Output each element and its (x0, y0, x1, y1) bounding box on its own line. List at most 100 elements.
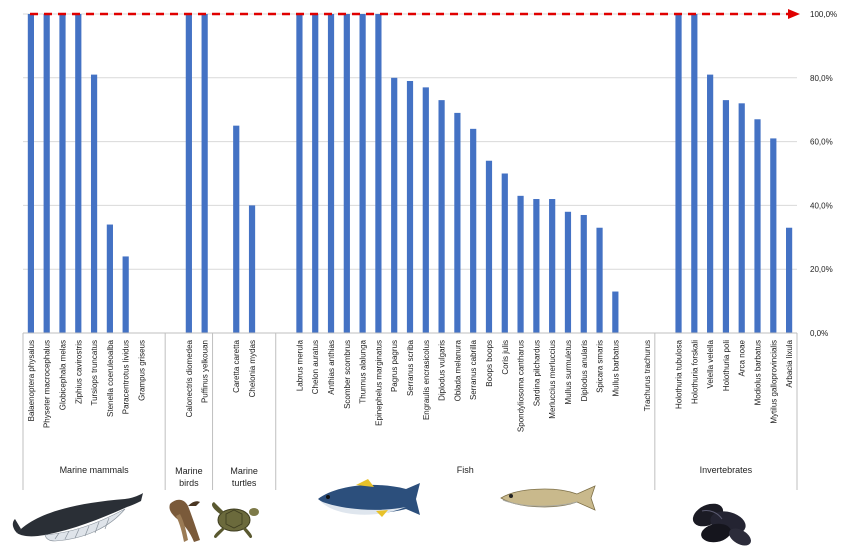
y-tick-label: 40,0% (810, 201, 833, 210)
category-label: Scomber scombrus (343, 340, 352, 409)
category-label: Epinephelus marginatus (374, 340, 383, 426)
bar (75, 14, 82, 333)
group-label: turtles (232, 478, 257, 488)
group-label: birds (179, 478, 199, 488)
group-label: Invertebrates (700, 465, 753, 475)
group-label: Marine mammals (60, 465, 130, 475)
category-label: Anthias anthias (327, 340, 336, 395)
category-label: Trachurus trachurus (643, 340, 652, 411)
bar (185, 14, 192, 333)
bar (786, 227, 793, 333)
category-label: Mullus barbatus (611, 340, 620, 396)
y-tick-label: 100,0% (810, 10, 837, 19)
bars (27, 14, 793, 334)
whale-icon (12, 493, 143, 542)
bar (312, 14, 319, 333)
category-label: Globicephala melas (58, 340, 67, 410)
category-label: Tursiops truncatus (90, 340, 99, 406)
bar (675, 14, 682, 333)
bar (375, 14, 382, 333)
bar (296, 14, 303, 333)
category-label: Coris julis (501, 340, 510, 375)
category-label: Holothuria poli (722, 340, 731, 391)
bar (549, 199, 556, 333)
bar (454, 112, 461, 333)
seabird-icon (169, 499, 200, 542)
bar (501, 173, 508, 333)
category-labels: Balaenoptera physalus Physeter macrocepha… (27, 339, 794, 432)
category-label: Engraulis encrasicolus (422, 340, 431, 420)
bar (233, 125, 240, 334)
y-tick-label: 60,0% (810, 138, 833, 147)
bar (43, 14, 50, 333)
category-label: Chelonia mydas (248, 340, 257, 397)
y-axis-ticks: 0,0% 20,0% 40,0% 60,0% 80,0% 100,0% (810, 10, 837, 338)
bar (391, 77, 398, 333)
category-label: Spondyliosoma cantharus (517, 340, 526, 432)
category-label: Arca noae (738, 339, 747, 376)
category-label: Velella velella (706, 339, 715, 388)
bar (612, 291, 619, 333)
category-label: Stenella coeruleoalba (106, 339, 115, 416)
category-label: Diplodus vulgaris (438, 340, 447, 401)
y-tick-label: 80,0% (810, 74, 833, 83)
bar (738, 103, 745, 333)
category-label: Puffinus yelkouan (201, 340, 210, 403)
bar (327, 14, 335, 333)
category-label: Holothuria forskali (690, 340, 699, 404)
category-label: Arbacia lixula (785, 339, 794, 387)
category-label: Boops boops (485, 340, 494, 387)
category-label: Physeter macrocephalus (43, 340, 52, 428)
category-label: Balaenoptera physalus (27, 340, 36, 421)
group-label: Marine (230, 466, 258, 476)
sea-turtle-icon (212, 502, 259, 538)
category-label: Holothuria tubulosa (675, 339, 684, 408)
y-tick-label: 0,0% (810, 329, 828, 338)
bar (343, 14, 350, 333)
category-label: Labrus merula (295, 339, 304, 391)
bar (438, 100, 445, 333)
category-label: Paracentrotus lividus (122, 340, 131, 414)
category-label: Serranus cabrilla (469, 339, 478, 400)
group-labels: Marine mammals Marine birds Marine turtles Fi… (22, 332, 798, 490)
bar (59, 14, 66, 333)
bar (248, 205, 256, 333)
category-label: Mytilus galloprovincialis (769, 340, 778, 424)
category-label: Mullus surmuletus (564, 340, 573, 404)
bar (422, 87, 429, 334)
bar (470, 128, 477, 333)
category-label: Calonectris diomedea (185, 339, 194, 417)
bar (485, 160, 493, 333)
bar (770, 138, 777, 333)
category-label: Serranus scriba (406, 339, 415, 396)
bar (106, 224, 113, 333)
bar (754, 119, 761, 334)
bar (564, 211, 572, 333)
y-tick-label: 20,0% (810, 265, 833, 274)
category-label: Pagrus pagrus (390, 340, 399, 392)
mussels-icon (692, 503, 751, 546)
bar (90, 74, 98, 334)
bar (596, 227, 603, 333)
category-label: Ziphius cavirostris (74, 340, 83, 404)
bar (580, 214, 587, 333)
category-label: Sardina pilchardus (532, 340, 541, 406)
group-label: Marine (175, 466, 203, 476)
bar (27, 14, 34, 333)
bar (359, 14, 366, 333)
category-label: Spicara smaris (596, 340, 605, 393)
bar (533, 199, 540, 333)
bar (691, 14, 698, 333)
category-label: Caretta caretta (232, 339, 241, 392)
category-label: Chelon auratus (311, 340, 320, 394)
reference-arrowhead (788, 9, 800, 19)
bar (707, 74, 714, 334)
group-label: Fish (457, 465, 474, 475)
bar (517, 195, 524, 333)
category-label: Modiolus barbatus (754, 340, 763, 405)
bar (722, 100, 730, 333)
category-label: Thunnus alalunga (359, 339, 368, 403)
category-label: Merluccius merluccius (548, 340, 557, 419)
tuna-icon (318, 479, 420, 517)
